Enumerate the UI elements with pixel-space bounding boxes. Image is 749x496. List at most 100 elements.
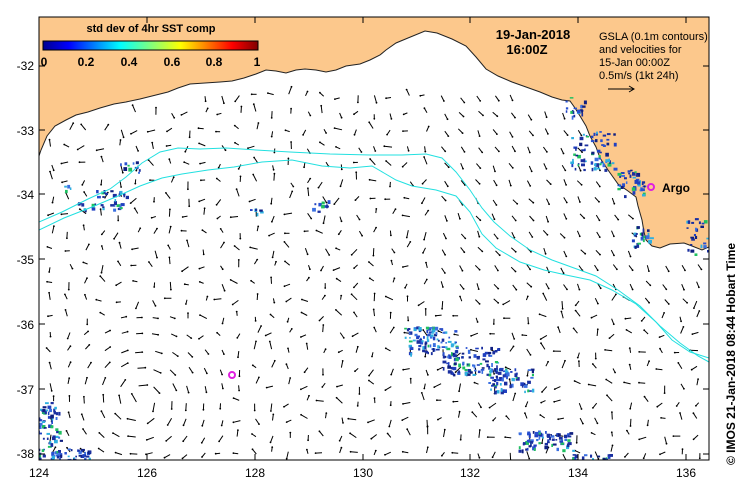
velocity-arrow-head [375, 226, 377, 229]
velocity-arrow-head [318, 430, 321, 433]
velocity-arrow-head [481, 151, 484, 154]
sst-pixel [455, 341, 457, 344]
velocity-arrow-head [495, 204, 498, 206]
velocity-arrow-head [290, 141, 292, 143]
velocity-arrow [595, 181, 601, 187]
sst-pixel [634, 171, 637, 173]
velocity-arrow-head [461, 269, 464, 272]
sst-pixel [577, 109, 581, 114]
velocity-arrow [370, 434, 378, 440]
sst-pixel [49, 408, 52, 413]
velocity-arrow [148, 159, 154, 166]
velocity-arrow [492, 129, 498, 135]
velocity-arrow-head [368, 379, 370, 382]
velocity-arrow [384, 451, 392, 456]
sst-pixel [73, 458, 75, 460]
velocity-arrow [441, 146, 446, 152]
velocity-arrow-head [599, 169, 601, 172]
velocity-arrow-head [658, 336, 661, 338]
sst-pixel [613, 142, 617, 147]
velocity-arrow-head [165, 192, 167, 194]
sst-pixel [639, 189, 642, 192]
sst-pixel [627, 170, 631, 173]
sst-pixel [446, 362, 448, 365]
velocity-arrow-head [530, 118, 533, 121]
velocity-arrow-head [157, 333, 160, 336]
velocity-arrow [118, 395, 122, 404]
velocity-arrow [495, 250, 501, 256]
velocity-arrow-head [563, 236, 566, 239]
sst-pixel [570, 161, 574, 164]
velocity-arrow-head [578, 288, 581, 291]
velocity-arrow [164, 454, 171, 459]
sst-pixel [81, 203, 85, 207]
sst-pixel [607, 163, 612, 167]
velocity-arrow [130, 130, 138, 135]
velocity-arrow [214, 298, 222, 300]
sst-pixel [533, 444, 537, 447]
sst-pixel [451, 352, 453, 357]
velocity-arrow-head [51, 201, 54, 204]
velocity-arrow-head [100, 183, 102, 186]
velocity-arrow-head [99, 275, 102, 278]
velocity-arrow [544, 111, 548, 118]
velocity-arrow [99, 275, 106, 282]
velocity-arrow-head [187, 188, 189, 191]
velocity-arrow-head [421, 182, 424, 185]
velocity-arrow-head [463, 251, 466, 254]
velocity-arrow-head [372, 254, 375, 257]
sst-pixel [416, 340, 421, 344]
velocity-arrow-head [624, 456, 626, 458]
y-tick-label: -34 [17, 188, 35, 202]
velocity-arrow [388, 419, 392, 427]
velocity-arrow-head [405, 236, 408, 239]
velocity-arrow [369, 158, 376, 166]
sst-pixel [51, 418, 54, 421]
velocity-arrow-head [684, 269, 686, 272]
velocity-arrow-head [169, 225, 172, 228]
sst-pixel [427, 344, 430, 348]
sst-pixel [624, 195, 627, 199]
velocity-arrow-head [257, 225, 260, 228]
velocity-arrow-head [353, 133, 356, 136]
velocity-arrow-head [233, 245, 236, 247]
velocity-arrow-head [470, 348, 472, 351]
velocity-arrow [512, 393, 516, 402]
velocity-arrow [319, 430, 324, 437]
velocity-arrow [283, 403, 289, 408]
sst-pixel [647, 229, 650, 232]
sst-pixel [694, 253, 698, 256]
sst-pixel [703, 242, 707, 245]
sst-pixel [97, 195, 101, 199]
velocity-arrow [87, 362, 92, 369]
velocity-arrow [457, 212, 461, 219]
sst-pixel [713, 234, 717, 238]
velocity-arrow [168, 209, 171, 217]
velocity-arrow [596, 231, 601, 238]
sst-pixel [536, 439, 539, 442]
sst-pixel [435, 331, 438, 335]
sst-pixel [531, 370, 534, 374]
velocity-arrow-head [223, 289, 226, 292]
velocity-arrow [563, 284, 568, 290]
sst-pixel [442, 352, 445, 356]
velocity-arrow-head [271, 446, 274, 449]
sst-pixel [442, 367, 445, 371]
velocity-arrow [198, 142, 206, 147]
sst-pixel [528, 390, 532, 392]
velocity-arrow [509, 94, 513, 101]
sst-pixel [430, 352, 433, 356]
velocity-arrow [385, 386, 392, 391]
sst-pixel [632, 172, 636, 176]
velocity-arrow-head [526, 374, 529, 377]
velocity-arrow-head [237, 356, 239, 359]
sst-pixel [496, 365, 498, 370]
legend-line: 0.5m/s (1kt 24h) [599, 70, 678, 82]
velocity-arrow-head [300, 388, 302, 391]
velocity-arrow-head [477, 288, 480, 290]
velocity-arrow [477, 230, 480, 237]
velocity-arrow-head [488, 406, 491, 409]
velocity-arrow [172, 351, 179, 357]
sst-pixel [418, 327, 422, 331]
velocity-arrow-head [444, 272, 446, 274]
